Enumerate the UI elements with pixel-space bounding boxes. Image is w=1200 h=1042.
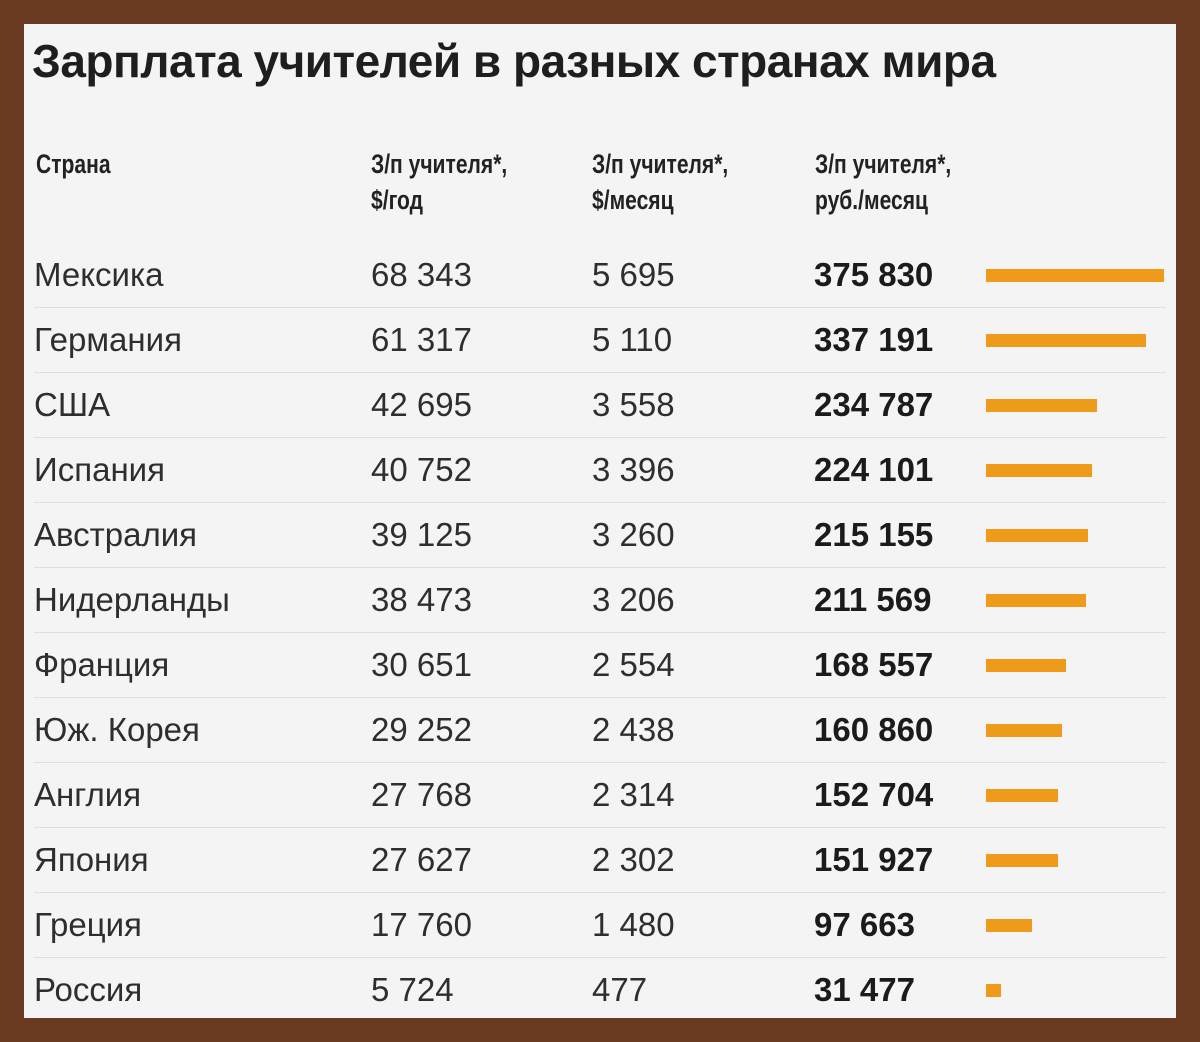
country-cell: Юж. Корея	[34, 711, 200, 748]
table-row: Япония 27 627 2 302 151 927	[34, 828, 1166, 893]
usd-month-cell: 3 558	[592, 386, 675, 423]
value-bar	[986, 854, 1058, 867]
table-row: Англия 27 768 2 314 152 704	[34, 763, 1166, 828]
value-bar	[986, 789, 1058, 802]
usd-year-cell: 38 473	[371, 581, 472, 618]
country-cell: Япония	[34, 841, 149, 878]
usd-month-cell: 2 302	[592, 841, 675, 878]
header-usd-month-line1: З/п учителя*,	[592, 149, 729, 179]
usd-month-cell: 5 695	[592, 256, 675, 293]
chart-panel: Зарплата учителей в разных странах мира …	[24, 24, 1176, 1018]
table-row: Испания 40 752 3 396 224 101	[34, 438, 1166, 503]
value-bar	[986, 659, 1066, 672]
usd-month-cell: 2 314	[592, 776, 675, 813]
rub-month-cell: 168 557	[814, 646, 934, 683]
value-bar	[986, 334, 1146, 347]
value-bar	[986, 399, 1097, 412]
table-row: Нидерланды 38 473 3 206 211 569	[34, 568, 1166, 633]
usd-year-cell: 40 752	[371, 451, 472, 488]
table-row: Греция 17 760 1 480 97 663	[34, 893, 1166, 958]
table-row: Франция 30 651 2 554 168 557	[34, 633, 1166, 698]
country-cell: Россия	[34, 971, 143, 1008]
rub-month-cell: 337 191	[814, 321, 934, 358]
usd-month-cell: 477	[592, 971, 648, 1008]
country-cell: Греция	[34, 906, 142, 943]
header-usd-month-line2: $/месяц	[592, 185, 674, 215]
usd-year-cell: 39 125	[371, 516, 472, 553]
value-bar	[986, 724, 1062, 737]
header-country-label: Страна	[36, 149, 111, 179]
header-rub-month-line2: руб./месяц	[815, 185, 928, 215]
value-bar	[986, 529, 1088, 542]
header-country: Страна	[36, 146, 111, 182]
usd-year-cell: 27 768	[371, 776, 472, 813]
rub-month-cell: 375 830	[814, 256, 934, 293]
country-cell: Нидерланды	[34, 581, 230, 618]
header-rub-month-line1: З/п учителя*,	[815, 149, 952, 179]
table-row: Мексика 68 343 5 695 375 830	[34, 243, 1166, 308]
header-usd-month: З/п учителя*, $/месяц	[592, 146, 728, 218]
usd-year-cell: 29 252	[371, 711, 472, 748]
rub-month-cell: 224 101	[814, 451, 934, 488]
usd-year-cell: 5 724	[371, 971, 454, 1008]
rub-month-cell: 152 704	[814, 776, 934, 813]
usd-year-cell: 68 343	[371, 256, 472, 293]
value-bar	[986, 984, 1001, 997]
usd-year-cell: 42 695	[371, 386, 472, 423]
usd-month-cell: 5 110	[592, 321, 673, 358]
country-cell: Англия	[34, 776, 142, 813]
table-row: Австралия 39 125 3 260 215 155	[34, 503, 1166, 568]
rub-month-cell: 31 477	[814, 971, 915, 1008]
country-cell: Мексика	[34, 256, 164, 293]
country-cell: Франция	[34, 646, 170, 683]
usd-month-cell: 3 260	[592, 516, 675, 553]
usd-year-cell: 61 317	[371, 321, 472, 358]
value-bar	[986, 464, 1092, 477]
rub-month-cell: 215 155	[814, 516, 934, 553]
rub-month-cell: 160 860	[814, 711, 934, 748]
chart-title: Зарплата учителей в разных странах мира	[32, 35, 996, 87]
table-row: Германия 61 317 5 110 337 191	[34, 308, 1166, 373]
header-usd-year: З/п учителя*, $/год	[371, 146, 507, 218]
header-usd-year-line1: З/п учителя*,	[371, 149, 508, 179]
country-cell: США	[34, 386, 111, 423]
usd-year-cell: 17 760	[371, 906, 472, 943]
usd-month-cell: 3 206	[592, 581, 675, 618]
country-cell: Австралия	[34, 516, 198, 553]
rub-month-cell: 211 569	[814, 581, 932, 618]
value-bar	[986, 919, 1032, 932]
value-bar	[986, 594, 1086, 607]
usd-year-cell: 27 627	[371, 841, 472, 878]
header-rub-month: З/п учителя*, руб./месяц	[815, 146, 951, 218]
table-row: США 42 695 3 558 234 787	[34, 373, 1166, 438]
rub-month-cell: 151 927	[814, 841, 934, 878]
header-usd-year-line2: $/год	[371, 185, 424, 215]
usd-month-cell: 2 554	[592, 646, 675, 683]
rub-month-cell: 234 787	[814, 386, 934, 423]
usd-month-cell: 2 438	[592, 711, 675, 748]
country-cell: Германия	[34, 321, 182, 358]
table-row: Россия 5 724 477 31 477	[34, 958, 1166, 1018]
country-cell: Испания	[34, 451, 165, 488]
usd-year-cell: 30 651	[371, 646, 472, 683]
usd-month-cell: 3 396	[592, 451, 675, 488]
usd-month-cell: 1 480	[592, 906, 675, 943]
table-row: Юж. Корея 29 252 2 438 160 860	[34, 698, 1166, 763]
rub-month-cell: 97 663	[814, 906, 915, 943]
value-bar	[986, 269, 1164, 282]
